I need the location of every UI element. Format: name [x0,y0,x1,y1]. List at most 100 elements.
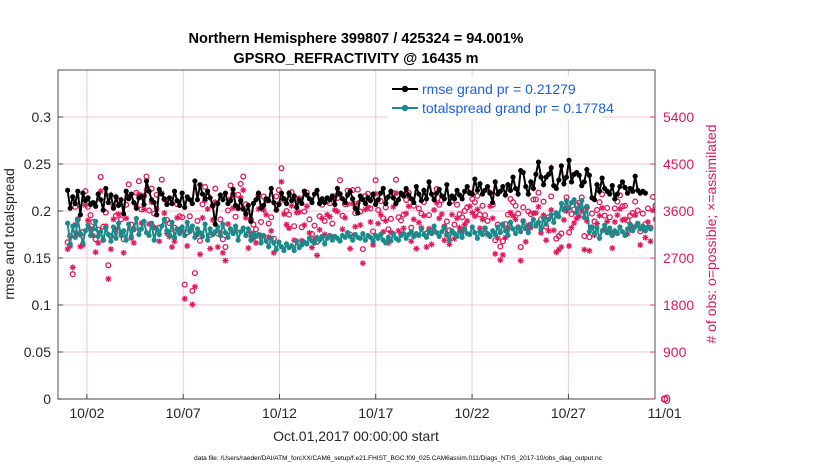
rmse-point [133,205,139,211]
totalspread-point [515,224,521,230]
rmse-point [612,196,618,202]
assimilated-obs-point [614,212,621,219]
assimilated-obs-point [359,260,366,267]
possible-obs-point [196,237,204,244]
assimilated-obs-point [400,225,407,232]
totalspread-point [138,226,145,232]
assimilated-obs-point [352,223,359,230]
rmse-point [388,188,394,194]
possible-obs-point [372,177,379,184]
rmse-point [187,197,193,203]
totalspread-point [561,207,567,213]
assimilated-obs-point [84,217,91,224]
totalspread-point [291,247,297,254]
totalspread-point [492,231,498,238]
rmse-point [464,183,470,190]
possible-obs-point [232,213,239,220]
assimilated-obs-point [408,238,415,245]
x-tick-label: 10/22 [455,405,490,421]
assimilated-obs-point [306,229,313,236]
rmse-point [459,196,465,202]
possible-obs-point [275,187,282,194]
possible-obs-point [359,246,366,253]
assimilated-obs-point [499,251,506,258]
possible-obs-point [443,218,450,225]
rmse-point [444,182,450,188]
totalspread-point [189,223,195,229]
totalspread-point [383,240,389,246]
possible-obs-point [329,220,336,227]
rmse-point [385,194,391,200]
assimilated-obs-point [436,215,443,222]
right-tick-label: 900 [663,344,687,360]
totalspread-point [222,230,229,236]
possible-obs-point [558,230,565,237]
assimilated-obs-point [316,226,323,233]
rmse-point [512,185,519,192]
totalspread-point [230,230,236,237]
right-tick-label: 1800 [663,297,694,313]
rmse-point [393,200,399,207]
assimilated-obs-point [95,239,102,246]
rmse-point [487,190,493,196]
assimilated-obs-point [204,205,211,212]
totalspread-point [604,230,610,236]
totalspread-point [205,237,211,243]
rmse-point [291,193,297,199]
rmse-point [151,199,157,206]
rmse-point [156,186,162,192]
totalspread-point [495,224,501,230]
assimilated-obs-point [156,238,163,245]
totalspread-point [579,198,585,204]
rmse-point [436,186,442,192]
rmse-point [342,199,348,206]
totalspread-point [518,229,524,235]
assimilated-obs-point [377,211,384,218]
rmse-point [164,201,170,208]
assimilated-obs-point [522,238,529,245]
rmse-point [383,200,389,207]
rmse-point [146,188,152,194]
rmse-point [372,201,379,208]
legend-rmse-marker [401,85,409,93]
rmse-point [286,190,292,196]
assimilated-obs-point [410,216,417,223]
assimilated-obs-point [510,212,517,219]
possible-obs-point [588,210,595,217]
assimilated-obs-point [647,238,654,245]
assimilated-obs-point [571,220,578,227]
totalspread-point [347,233,353,239]
totalspread-point [75,216,81,223]
left-tick-label: 0.1 [32,297,52,313]
rmse-point [360,197,366,203]
rmse-point [523,183,529,190]
possible-obs-point [548,193,555,200]
totalspread-point [278,244,285,250]
totalspread-point [199,233,206,239]
data-file-footer: data file: /Users/raeder/DAI/ATM_forcXX/… [194,455,603,462]
totalspread-point [551,219,557,225]
rmse-point [304,192,310,198]
rmse-point [281,196,287,202]
possible-obs-point [479,202,486,209]
totalspread-point [115,220,122,226]
possible-obs-point [497,243,504,250]
assimilated-obs-point [120,249,127,256]
totalspread-point [149,220,155,226]
possible-obs-point [158,176,165,183]
totalspread-point [543,221,549,227]
totalspread-point [288,243,295,249]
assimilated-obs-point [69,264,76,271]
rmse-point [319,196,325,202]
totalspread-point [197,230,203,236]
rmse-point [556,177,562,183]
rmse-point [339,196,346,202]
assimilated-obs-point [474,206,481,213]
possible-obs-point [644,205,651,212]
left-axis-ticks: 0 0.05 0.1 0.15 0.2 0.25 0.3 [24,109,63,407]
assimilated-obs-point [286,225,293,232]
assimilated-obs-point [92,249,99,256]
totalspread-point [187,229,193,235]
rmse-point [296,197,302,203]
rmse-point [406,192,412,198]
